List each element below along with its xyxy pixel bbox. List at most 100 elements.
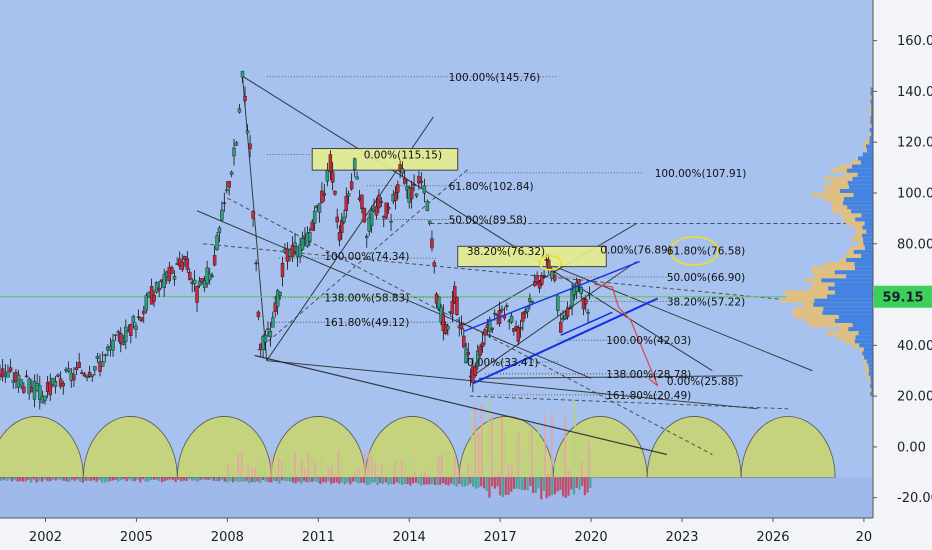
volume-bar <box>338 477 341 484</box>
candle-body <box>157 287 161 291</box>
candle-body <box>441 313 446 331</box>
volume-overlay-bar <box>260 452 263 478</box>
volume-bar <box>542 477 546 491</box>
candle-body <box>8 367 13 372</box>
volume-bar <box>553 477 556 495</box>
volume-bar <box>523 477 526 490</box>
candle-body <box>549 271 554 279</box>
profile-bar <box>846 168 873 173</box>
volume-overlay-bar <box>320 453 323 478</box>
volume-bar <box>46 477 49 481</box>
volume-overlay-bar <box>544 415 547 478</box>
x-axis-panel <box>0 518 932 550</box>
volume-bar <box>174 477 177 482</box>
profile-bar <box>871 123 873 128</box>
candle-body <box>579 287 583 294</box>
candle-body <box>142 310 146 314</box>
volume-bar <box>297 477 300 482</box>
profile-bar <box>841 213 873 218</box>
profile-bar <box>863 237 873 242</box>
candle-body <box>509 315 514 323</box>
profile-bar <box>870 375 873 380</box>
volume-bar <box>199 477 202 481</box>
volume-overlay-bar <box>477 432 480 478</box>
y-tick-label: -20.00 <box>897 491 932 506</box>
candle-body <box>584 298 588 305</box>
profile-bar <box>870 87 873 92</box>
profile-bar <box>862 233 873 238</box>
volume-bar <box>120 477 123 481</box>
profile-bar <box>870 119 873 124</box>
projection-arrow-2 <box>617 306 659 387</box>
volume-bar <box>379 477 382 484</box>
volume-bar <box>422 477 426 485</box>
profile-bar <box>854 262 873 267</box>
volume-overlay-bar <box>227 464 230 478</box>
candle-body <box>310 221 314 231</box>
volume-bar <box>466 477 469 486</box>
profile-bar <box>814 274 873 279</box>
volume-bar <box>221 477 224 480</box>
volume-bar <box>95 477 98 482</box>
volume-overlay-bar <box>364 450 367 478</box>
candle-body <box>298 244 302 258</box>
volume-overlay-bar <box>290 466 293 478</box>
candle-body <box>587 293 592 296</box>
candle-body <box>254 262 258 265</box>
profile-bar <box>848 327 873 332</box>
volume-bar <box>278 477 281 484</box>
candle-body <box>273 302 277 312</box>
volume-bar <box>357 477 360 484</box>
volume-bar <box>526 477 529 491</box>
profile-bar <box>822 184 873 189</box>
candle-body <box>400 168 405 174</box>
profile-bar <box>870 99 873 104</box>
profile-bar <box>869 140 873 145</box>
volume-bar <box>191 477 194 481</box>
volume-bar <box>0 477 3 481</box>
profile-bar <box>862 152 873 157</box>
volume-overlay-bar <box>267 476 270 478</box>
volume-bar <box>381 477 385 484</box>
volume-bar <box>152 477 155 480</box>
cycle-arc-lower <box>740 416 836 478</box>
volume-overlay-bar <box>390 458 393 478</box>
candle-body <box>556 295 560 311</box>
candle-body <box>312 211 317 224</box>
volume-bar <box>65 477 68 482</box>
y-tick-label: 160.00 <box>897 34 932 49</box>
candle-body <box>237 108 242 113</box>
profile-bar <box>870 115 873 120</box>
volume-overlay-bar <box>574 399 577 478</box>
volume-bar <box>428 477 431 485</box>
candle-body <box>374 206 379 216</box>
volume-overlay-bar <box>490 414 493 478</box>
volume-overlay-bar <box>554 462 557 478</box>
profile-bar <box>862 225 873 230</box>
channel-upper-line <box>463 260 640 333</box>
profile-bar <box>834 290 873 295</box>
candle-body <box>335 216 339 223</box>
candle-body <box>308 232 312 242</box>
candle-body <box>124 326 128 342</box>
volume-bar <box>390 477 393 484</box>
candle-body <box>77 362 81 368</box>
candle-body <box>232 147 236 157</box>
candle-body <box>24 375 29 378</box>
candle-body <box>167 266 172 282</box>
profile-bar <box>814 298 873 303</box>
volume-overlay-bar <box>307 452 310 478</box>
x-tick-label: 2014 <box>393 530 426 545</box>
volume-bar <box>319 477 322 485</box>
volume-bar <box>125 477 128 482</box>
volume-bar <box>201 477 205 480</box>
candle-body <box>136 316 141 318</box>
profile-bar <box>871 103 873 108</box>
candle-body <box>362 207 367 223</box>
profile-bar <box>843 201 873 206</box>
candle-body <box>234 142 239 146</box>
volume-overlay-bar <box>350 472 353 478</box>
volume-bar <box>253 477 256 483</box>
volume-overlay-bar <box>464 471 467 478</box>
